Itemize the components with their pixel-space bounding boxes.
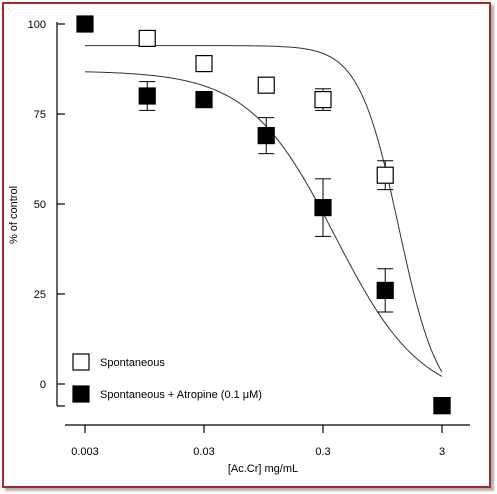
filled-square-marker: [433, 397, 451, 415]
x-tick-label: 3: [439, 446, 445, 458]
fit-curve: [85, 45, 443, 373]
x-tick-label: 0.003: [71, 446, 99, 458]
y-tick-label: 50: [34, 199, 46, 211]
open-square-marker: [314, 90, 332, 109]
legend-open-square: [72, 353, 90, 371]
filled-square-marker: [195, 90, 213, 109]
open-square-marker: [195, 54, 213, 73]
y-tick-label: 100: [28, 19, 46, 31]
y-tick-label: 25: [34, 289, 46, 301]
filled-square-marker: [138, 87, 156, 105]
filled-square-marker: [376, 281, 394, 299]
open-square-marker: [138, 29, 156, 47]
filled-square-marker: [257, 126, 275, 145]
legend: Spontaneous Spontaneous + Atropine (0.1 μ…: [72, 353, 262, 403]
open-square-marker: [257, 76, 275, 94]
legend-label: Spontaneous: [100, 357, 165, 369]
filled-square-marker: [314, 199, 332, 217]
x-tick-label: 0.03: [193, 446, 214, 458]
filled-square-marker: [76, 15, 94, 33]
x-axis-label: [Ac.Cr] mg/mL: [228, 463, 298, 475]
open-square-marker: [376, 166, 394, 184]
chart-frame: [2, 2, 491, 488]
fit-curve: [84, 71, 443, 377]
legend-filled-square: [72, 385, 90, 403]
data-points: [76, 15, 451, 415]
axes: 100 75 50 25 0 0.003 0.03 0.3 3: [28, 19, 470, 458]
y-tick-label: 75: [34, 109, 46, 121]
y-axis-label: % of control: [8, 186, 20, 244]
legend-label: Spontaneous + Atropine (0.1 μM): [100, 389, 262, 401]
y-tick-label: 0: [40, 379, 46, 391]
x-tick-label: 0.3: [315, 446, 330, 458]
fit-curves: [84, 45, 443, 377]
